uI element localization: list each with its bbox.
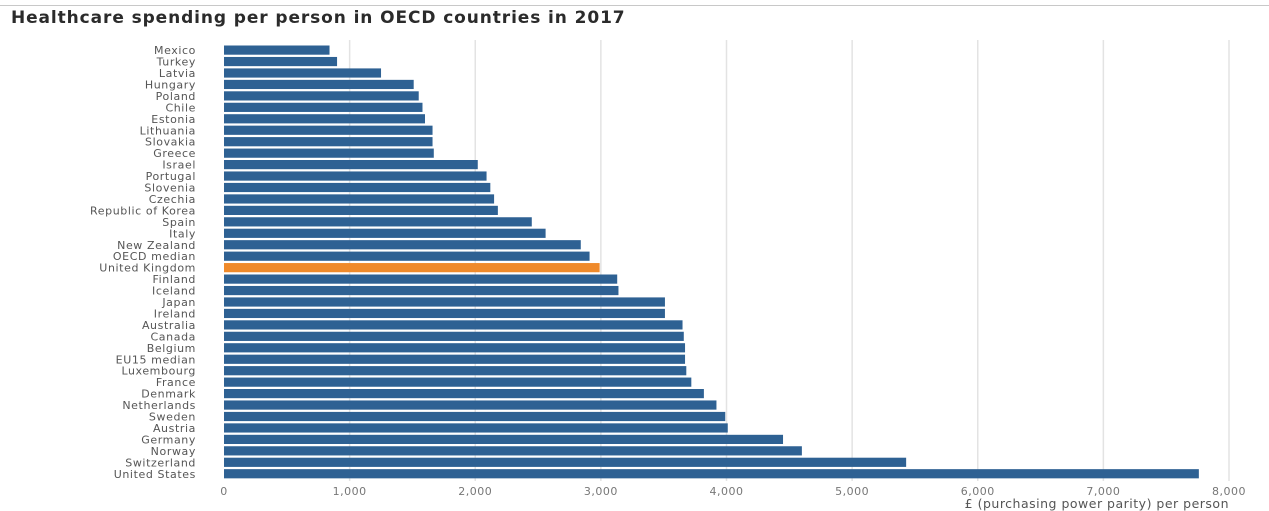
bar — [224, 171, 487, 181]
bar — [224, 434, 784, 444]
category-label: Latvia — [159, 67, 196, 80]
bar — [224, 148, 434, 158]
top-rule — [0, 5, 1269, 6]
bar — [224, 331, 684, 341]
category-label: Greece — [153, 147, 196, 160]
category-label: New Zealand — [117, 239, 196, 252]
category-label: Finland — [152, 273, 196, 286]
bar — [224, 274, 618, 284]
category-label: France — [156, 376, 196, 389]
category-label: Switzerland — [125, 456, 196, 469]
bar — [224, 343, 686, 353]
category-label: Turkey — [156, 56, 196, 69]
category-label: Norway — [151, 445, 196, 458]
bar — [224, 389, 704, 399]
bar — [224, 45, 330, 55]
category-label: United Kingdom — [99, 262, 196, 275]
bar — [224, 228, 546, 238]
bar — [224, 102, 423, 112]
category-label: Chile — [165, 101, 196, 114]
bar — [224, 217, 532, 227]
bar — [224, 125, 433, 135]
category-label: Netherlands — [122, 399, 196, 412]
x-tick-label: 5,000 — [835, 485, 869, 498]
gridlines — [348, 40, 1230, 481]
bar — [224, 446, 802, 456]
bar — [224, 79, 414, 90]
bar — [224, 377, 692, 387]
x-tick-label: 3,000 — [584, 485, 618, 498]
category-label: Poland — [156, 90, 196, 103]
category-label: United States — [114, 468, 196, 481]
category-label: Slovakia — [145, 136, 196, 149]
bar — [224, 366, 687, 376]
bar — [224, 137, 433, 147]
bar — [224, 469, 1199, 479]
bar — [224, 411, 726, 422]
category-label: Mexico — [154, 44, 196, 57]
x-tick-label: 7,000 — [1086, 485, 1120, 498]
category-label: Denmark — [141, 388, 196, 401]
category-label: Belgium — [147, 342, 196, 355]
category-label: Portugal — [146, 170, 196, 183]
x-tick-label: 4,000 — [710, 485, 744, 498]
category-label: Iceland — [152, 285, 196, 298]
category-label: Slovenia — [144, 182, 196, 195]
bar — [224, 263, 600, 273]
bar — [224, 308, 665, 319]
category-label: Australia — [142, 319, 196, 332]
bar — [224, 182, 491, 193]
bar — [224, 251, 590, 261]
x-tick-labels: 0 1,000 2,000 3,000 4,000 5,000 6,000 7,000 8,00… — [220, 485, 1246, 498]
bar — [224, 205, 498, 215]
category-label: Estonia — [151, 113, 196, 126]
bar — [224, 194, 495, 204]
bar — [224, 354, 686, 364]
bar — [224, 160, 478, 170]
category-label: Italy — [169, 227, 196, 240]
bar — [224, 91, 419, 101]
category-label: Czechia — [149, 193, 196, 206]
x-tick-label: 1,000 — [333, 485, 367, 498]
bar — [224, 320, 683, 330]
category-label: Sweden — [149, 411, 196, 424]
x-tick-label: 8,000 — [1212, 485, 1246, 498]
bar — [224, 56, 338, 67]
category-labels: MexicoTurkeyLatviaHungaryPolandChileEsto… — [90, 44, 196, 481]
category-label: Hungary — [145, 78, 196, 91]
category-label: Luxembourg — [121, 365, 196, 378]
bar — [224, 457, 907, 467]
bar — [224, 285, 619, 296]
category-label: Lithuania — [140, 124, 196, 137]
category-label: EU15 median — [116, 353, 196, 366]
category-label: OECD median — [113, 250, 196, 263]
category-label: Spain — [162, 216, 196, 229]
category-label: Israel — [162, 159, 196, 172]
category-label: Ireland — [154, 307, 196, 320]
category-label: Germany — [141, 433, 196, 446]
x-tick-label: 6,000 — [961, 485, 995, 498]
bar — [224, 400, 717, 410]
category-label: Canada — [151, 330, 196, 343]
category-label: Japan — [161, 296, 196, 309]
x-axis-label: £ (purchasing power parity) per person — [965, 496, 1229, 511]
x-tick-label: 0 — [220, 485, 228, 498]
x-tick-label: 2,000 — [458, 485, 492, 498]
category-label: Republic of Korea — [90, 204, 196, 217]
bar — [224, 240, 581, 250]
bar — [224, 423, 728, 433]
chart-title: Healthcare spending per person in OECD c… — [11, 8, 626, 28]
bars — [224, 45, 1199, 479]
bar — [224, 68, 382, 78]
bar — [224, 114, 425, 124]
category-label: Austria — [153, 422, 196, 435]
bar — [224, 297, 665, 307]
